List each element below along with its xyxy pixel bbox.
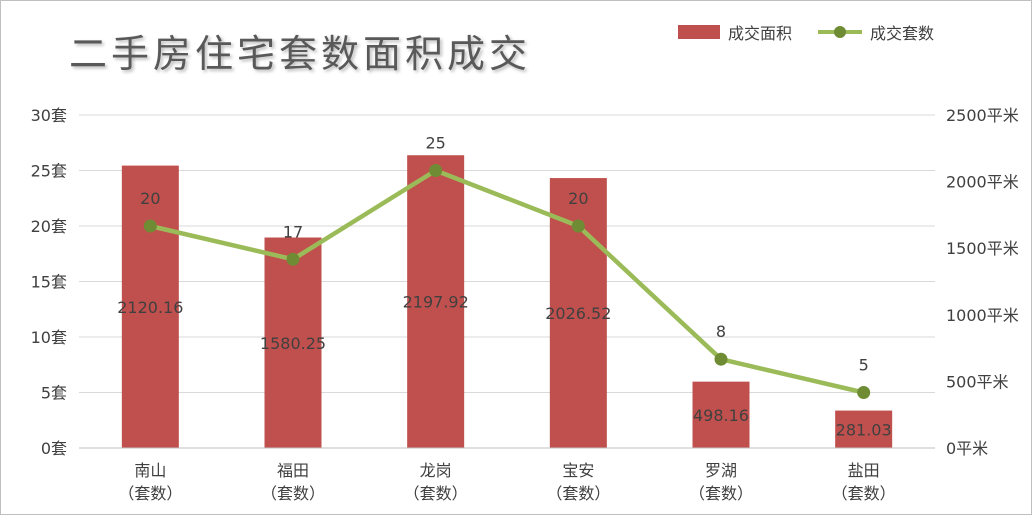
legend: 成交面积 成交套数 [678, 19, 934, 45]
x-tick-label: 罗湖（套数） [689, 461, 753, 503]
x-tick-label: 宝安（套数） [546, 461, 610, 503]
y-right-tick-label: 1500平米 [946, 239, 1019, 258]
x-tick-label: 福田（套数） [261, 461, 325, 503]
bar [121, 165, 179, 449]
y-left-tick-label: 20套 [31, 217, 67, 236]
x-tick-label: 南山（套数） [118, 461, 182, 503]
y-left-tick-label: 5套 [41, 384, 67, 403]
line-data-label: 20 [140, 189, 160, 208]
line-point [714, 352, 728, 366]
line-point [429, 164, 443, 177]
line-data-label: 20 [568, 189, 588, 208]
y-right-tick-label: 2000平米 [946, 173, 1019, 192]
line-point [571, 219, 585, 233]
y-left-tick-label: 10套 [31, 328, 67, 347]
line-point [143, 219, 157, 233]
bar [264, 237, 322, 448]
legend-swatch-count [818, 25, 863, 39]
bar-data-label: 498.16 [693, 406, 749, 425]
bar-data-label: 2120.16 [117, 298, 183, 317]
line-point [286, 252, 300, 266]
x-tick-label: 龙岗（套数） [404, 461, 468, 503]
series-line [148, 168, 866, 395]
bar [407, 155, 465, 448]
line-data-label: 8 [716, 322, 726, 341]
line-data-label: 25 [425, 134, 445, 153]
chart-title: 二手房住宅套数面积成交 [69, 32, 532, 76]
bar [835, 410, 893, 448]
y-right-tick-label: 1000平米 [946, 306, 1019, 325]
y-left-tick-label: 25套 [31, 162, 67, 181]
bar-data-label: 2026.52 [545, 304, 611, 323]
bar-data-label: 281.03 [836, 420, 892, 439]
bar-data-label: 1580.25 [260, 334, 326, 353]
y-right-tick-label: 0平米 [946, 439, 988, 458]
y-left-tick-label: 0套 [41, 439, 67, 458]
x-tick-label: 盐田（套数） [832, 461, 896, 503]
bar-data-label: 2197.92 [403, 293, 469, 312]
y-right-tick-label: 2500平米 [946, 106, 1019, 125]
legend-swatch-area [678, 25, 720, 39]
bar [692, 381, 750, 448]
y-left-tick-label: 30套 [31, 106, 67, 125]
line-data-label: 5 [859, 356, 869, 375]
line-point [857, 386, 871, 399]
line-data-label: 17 [283, 222, 303, 241]
legend-label-count: 成交套数 [870, 24, 935, 43]
y-left-tick-label: 15套 [31, 273, 67, 292]
y-right-tick-label: 500平米 [946, 372, 1009, 391]
legend-label-area: 成交面积 [728, 24, 793, 43]
